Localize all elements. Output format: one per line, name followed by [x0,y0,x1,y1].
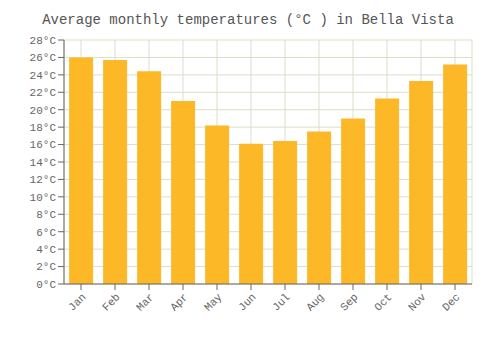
svg-text:10°C: 10°C [30,192,57,204]
svg-text:20°C: 20°C [30,105,57,117]
svg-text:Apr: Apr [168,291,190,313]
svg-text:Sep: Sep [338,291,360,313]
svg-text:4°C: 4°C [36,244,56,256]
svg-text:Jun: Jun [236,291,258,313]
svg-text:2°C: 2°C [36,261,56,273]
svg-text:6°C: 6°C [36,227,56,239]
svg-text:Mar: Mar [134,291,156,313]
svg-text:26°C: 26°C [30,52,57,64]
svg-text:8°C: 8°C [36,209,56,221]
svg-text:22°C: 22°C [30,87,57,99]
svg-text:24°C: 24°C [30,70,57,82]
svg-text:Oct: Oct [372,291,394,313]
svg-text:28°C: 28°C [30,35,57,47]
svg-text:Nov: Nov [406,291,429,314]
svg-text:0°C: 0°C [36,279,56,291]
svg-text:16°C: 16°C [30,139,57,151]
svg-text:18°C: 18°C [30,122,57,134]
svg-text:12°C: 12°C [30,174,57,186]
svg-text:Jul: Jul [270,291,292,313]
svg-text:Feb: Feb [100,291,122,313]
html-text:Average monthly temperatures (: Average monthly temperatures (°C ) in Be… [42,12,454,28]
svg-text:14°C: 14°C [30,157,57,169]
svg-text:Aug: Aug [304,291,326,313]
svg-text:Dec: Dec [440,291,462,313]
svg-text:May: May [202,291,225,314]
svg-text:Jan: Jan [66,291,88,313]
